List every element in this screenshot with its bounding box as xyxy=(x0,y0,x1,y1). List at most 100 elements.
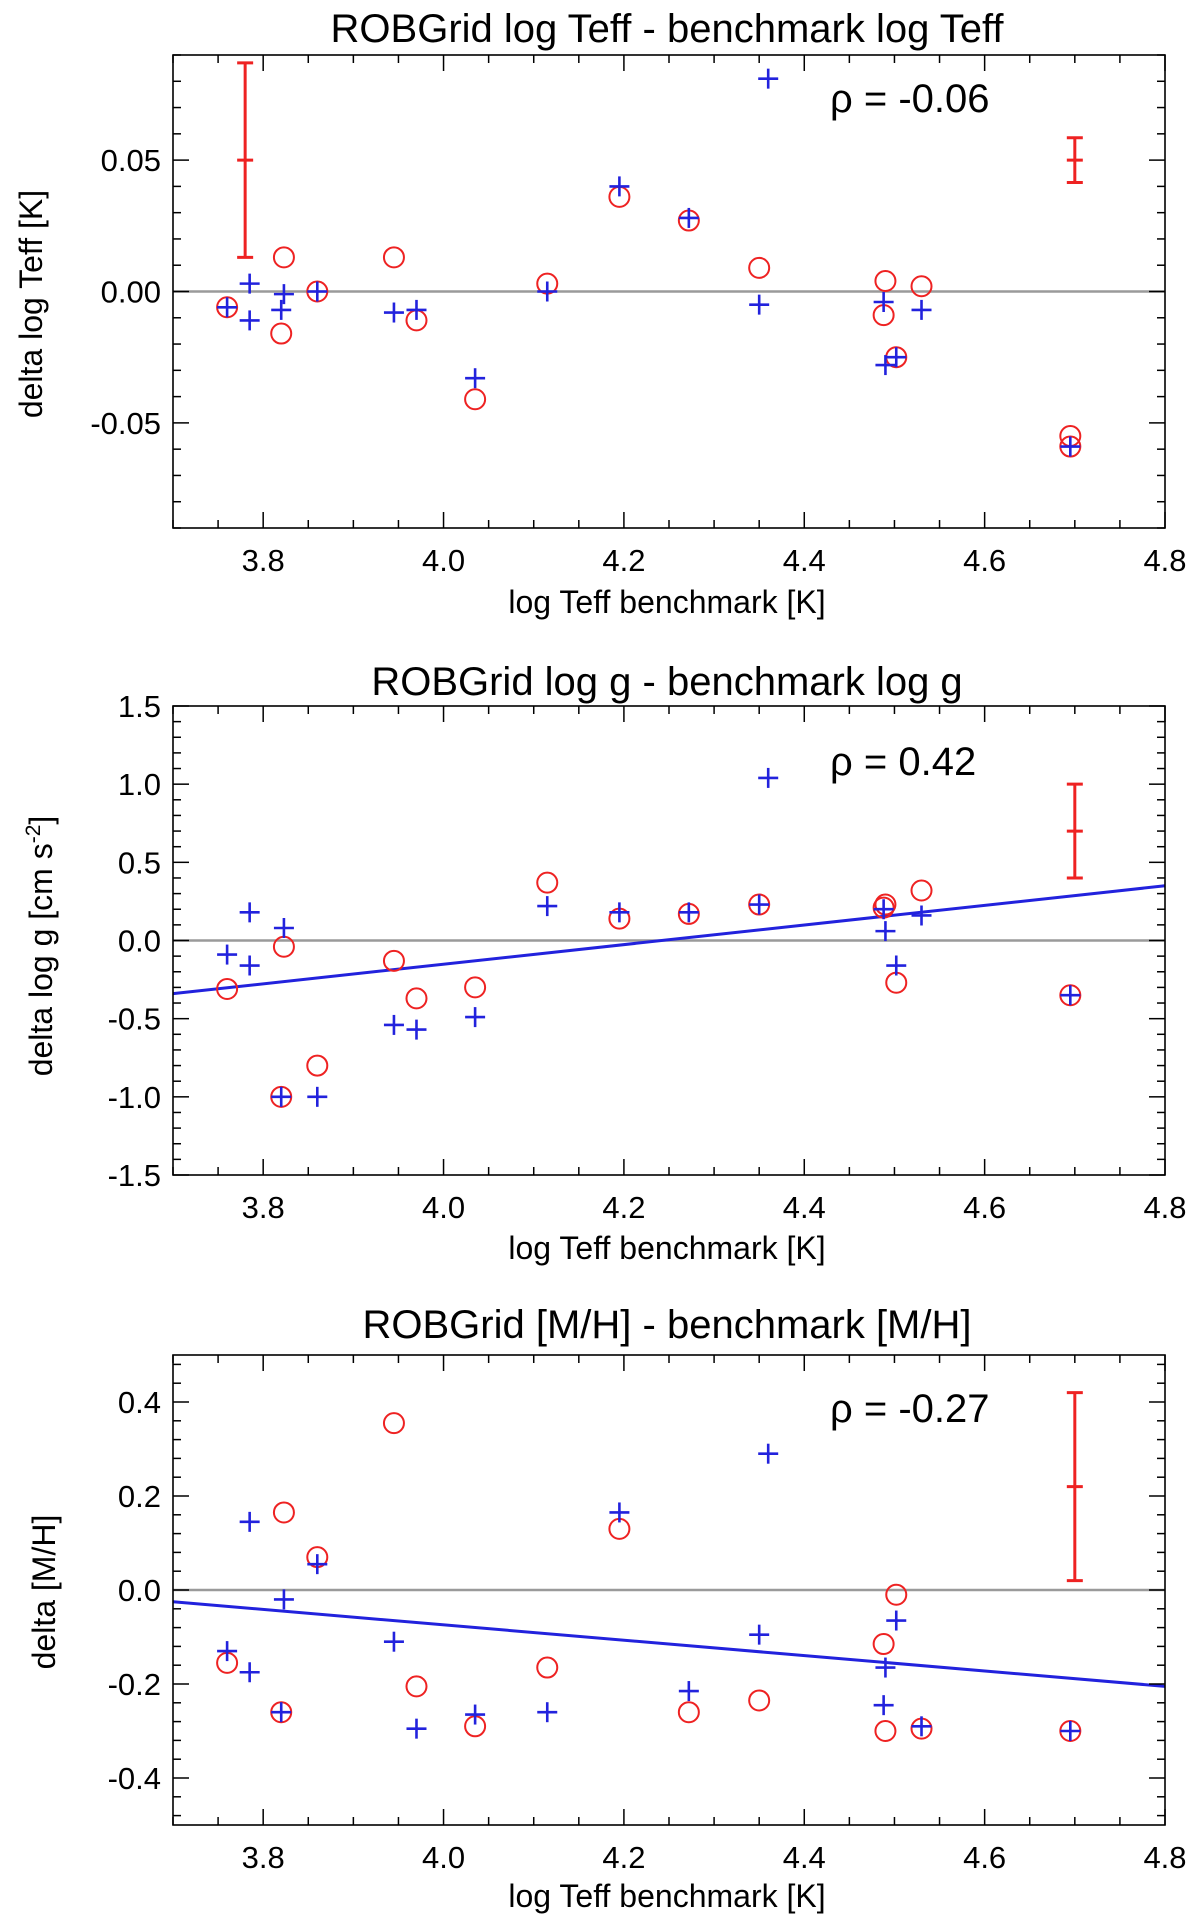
panel-teff-x-axis-label: log Teff benchmark [K] xyxy=(508,584,825,620)
panel-logg-circle-point xyxy=(405,987,428,1010)
panel-metallicity-circle-point xyxy=(382,1412,405,1435)
panel-logg-x-tick-label: 4.4 xyxy=(783,1190,826,1225)
panel-metallicity-x-tick-label: 4.6 xyxy=(963,1840,1006,1875)
panel-logg-x-axis-label: log Teff benchmark [K] xyxy=(508,1230,825,1266)
panel-metallicity-x-tick-label: 4.0 xyxy=(422,1840,465,1875)
panel-metallicity-x-tick-label: 4.8 xyxy=(1143,1840,1186,1875)
panel-metallicity-plus-point xyxy=(465,1704,486,1725)
panel-metallicity-rho-label: ρ = -0.27 xyxy=(830,1387,990,1431)
panel-logg-plus-point xyxy=(886,955,907,976)
panel-teff-circle-point xyxy=(874,269,897,292)
panel-logg-x-tick-label: 4.0 xyxy=(422,1190,465,1225)
panel-logg-plus-point xyxy=(239,955,260,976)
panel-teff-y-tick-label: 0.05 xyxy=(101,143,161,178)
panel-metallicity-plus-point xyxy=(217,1641,238,1662)
panel-metallicity-plus-point xyxy=(239,1511,260,1532)
panel-logg-plus-point xyxy=(873,899,894,920)
panel-metallicity-circle-point xyxy=(405,1675,428,1698)
panel-logg-plus-point xyxy=(273,917,294,938)
panel-logg-y-tick-label: -0.5 xyxy=(108,1002,161,1037)
panel-logg-title: ROBGrid log g - benchmark log g xyxy=(371,660,962,704)
panel-metallicity-circle-point xyxy=(748,1689,771,1712)
panel-metallicity-plus-point xyxy=(383,1631,404,1652)
panel-teff-rho-label: ρ = -0.06 xyxy=(830,77,990,121)
panel-teff-plus-point xyxy=(886,347,907,368)
panel-logg-plus-point xyxy=(749,894,770,915)
panel-logg-circle-point xyxy=(464,976,487,999)
panel-metallicity-circle-point xyxy=(885,1583,908,1606)
panel-teff-plus-point xyxy=(911,299,932,320)
panel-teff-x-tick-label: 3.8 xyxy=(242,543,285,578)
panel-teff: ROBGrid log Teff - benchmark log Teff ρ … xyxy=(13,7,1187,620)
panel-metallicity-circle-point xyxy=(872,1633,895,1656)
panel-teff-plus-point xyxy=(273,284,294,305)
panel-teff-plus-point xyxy=(678,207,699,228)
panel-teff-plus-point xyxy=(406,299,427,320)
panel-teff-y-tick-label: -0.05 xyxy=(90,406,161,441)
panel-teff-plus-point xyxy=(239,273,260,294)
panel-metallicity-circle-point xyxy=(677,1701,700,1724)
panel-metallicity-y-tick-label: 0.4 xyxy=(118,1385,161,1420)
panel-metallicity-plus-point xyxy=(406,1718,427,1739)
panel-teff-circle-point xyxy=(270,322,293,345)
panel-teff-plus-point xyxy=(307,281,328,302)
panel-logg-plus-point xyxy=(383,1014,404,1035)
panel-logg-circle-point xyxy=(536,871,559,894)
panel-logg-x-tick-label: 4.6 xyxy=(963,1190,1006,1225)
panel-logg-plus-point xyxy=(678,902,699,923)
panel-logg-circle-point xyxy=(382,949,405,972)
panel-teff-circle-point xyxy=(910,275,933,298)
panel-logg-plus-point xyxy=(1060,985,1081,1006)
panel-teff-circle-point xyxy=(464,388,487,411)
panel-metallicity-x-tick-label: 4.4 xyxy=(783,1840,826,1875)
panel-teff-plus-point xyxy=(758,68,779,89)
panel-logg-y-tick-label: 0.0 xyxy=(118,924,161,959)
panel-metallicity-fit-line xyxy=(172,1600,1166,1688)
panel-logg: ROBGrid log g - benchmark log g ρ = 0.42… xyxy=(22,660,1187,1266)
panel-teff-y-tick-label: 0.00 xyxy=(101,275,161,310)
panel-metallicity-plus-point xyxy=(873,1695,894,1716)
panel-logg-plus-point xyxy=(911,905,932,926)
panel-logg-x-tick-label: 3.8 xyxy=(242,1190,285,1225)
panel-teff-circle-point xyxy=(748,256,771,279)
panel-metallicity: ROBGrid [M/H] - benchmark [M/H] ρ = -0.2… xyxy=(26,1303,1187,1914)
panel-metallicity-plus-point xyxy=(271,1702,292,1723)
panel-logg-plus-point xyxy=(875,921,896,942)
panel-logg-plus-point xyxy=(609,902,630,923)
panel-metallicity-plus-point xyxy=(875,1657,896,1678)
panel-teff-plus-point xyxy=(465,368,486,389)
panel-teff-x-tick-label: 4.2 xyxy=(602,543,645,578)
panel-logg-plus-point xyxy=(758,767,779,788)
panel-logg-y-tick-label: 1.5 xyxy=(118,689,161,724)
panel-metallicity-plus-point xyxy=(911,1716,932,1737)
panel-logg-circle-point xyxy=(910,879,933,902)
panel-metallicity-plus-point xyxy=(749,1624,770,1645)
panel-metallicity-y-tick-label: 0.2 xyxy=(118,1479,161,1514)
panel-teff-plus-point xyxy=(217,297,238,318)
panel-metallicity-plus-point xyxy=(239,1662,260,1683)
panel-logg-circle-point xyxy=(216,977,239,1000)
panel-teff-x-tick-label: 4.4 xyxy=(783,543,826,578)
panel-logg-plus-point xyxy=(406,1019,427,1040)
panel-logg-plus-point xyxy=(307,1086,328,1107)
panel-metallicity-plus-point xyxy=(273,1589,294,1610)
panel-logg-plus-point xyxy=(239,902,260,923)
panel-logg-plot-area: 3.8 4.0 4.2 4.4 4.6 4.8 -1.5 -1.0 -0.5 0.0 0.5 1.0 1… xyxy=(108,689,1187,1225)
panel-metallicity-plus-point xyxy=(886,1610,907,1631)
panel-metallicity-y-tick-label: -0.2 xyxy=(108,1667,161,1702)
panel-logg-fit-line xyxy=(172,884,1166,996)
panel-metallicity-plus-point xyxy=(678,1681,699,1702)
panel-logg-rho-label: ρ = 0.42 xyxy=(830,740,976,784)
panel-teff-title: ROBGrid log Teff - benchmark log Teff xyxy=(331,7,1005,51)
panel-logg-plus-point xyxy=(537,896,558,917)
panel-metallicity-x-axis-label: log Teff benchmark [K] xyxy=(508,1878,825,1914)
panel-teff-x-tick-label: 4.8 xyxy=(1143,543,1186,578)
panel-metallicity-plus-point xyxy=(1060,1721,1081,1741)
panel-teff-circle-point xyxy=(272,246,295,269)
panel-metallicity-x-tick-label: 3.8 xyxy=(242,1840,285,1875)
panel-metallicity-plus-point xyxy=(609,1502,630,1523)
panel-metallicity-plus-point xyxy=(758,1443,779,1464)
panel-metallicity-plot-area: 3.8 4.0 4.2 4.4 4.6 4.8 -0.4 -0.2 0.0 0.2 0.4 xyxy=(108,1354,1187,1875)
